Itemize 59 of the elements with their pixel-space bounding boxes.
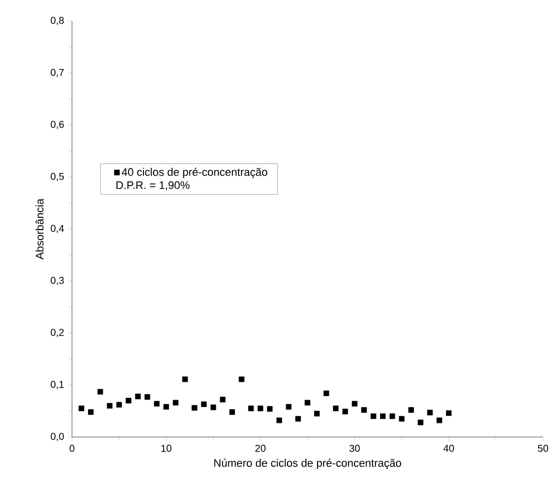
legend-label: 40 ciclos de pré-concentração [122, 168, 268, 178]
point [126, 398, 132, 404]
point [295, 416, 301, 422]
point [408, 407, 414, 413]
point [258, 406, 264, 412]
point [78, 406, 84, 412]
x-tick-label: 0 [70, 444, 74, 452]
x-axis-title: Número de ciclos de pré-concentração [214, 458, 402, 470]
x-tick-label: 30 [349, 444, 360, 452]
x-tick-label: 10 [161, 444, 172, 452]
point [248, 406, 254, 412]
point [418, 420, 424, 426]
x-tick-label: 20 [255, 444, 266, 452]
point [314, 410, 320, 416]
point [172, 400, 178, 406]
point [210, 404, 216, 410]
point [229, 409, 235, 415]
point [286, 404, 292, 410]
point [192, 405, 198, 411]
point [238, 376, 244, 382]
point [97, 388, 104, 395]
point [446, 410, 452, 416]
y-tick-label: 0,2 [50, 328, 64, 338]
point [163, 404, 169, 410]
point [324, 390, 330, 396]
point [398, 416, 404, 422]
x-tick-label: 50 [538, 444, 548, 452]
y-tick-label: 0,6 [50, 120, 64, 130]
point [436, 418, 442, 424]
point [116, 402, 122, 408]
point [267, 406, 273, 412]
y-tick-label: 0,1 [50, 380, 64, 390]
point [342, 408, 348, 414]
point [106, 403, 112, 409]
point [135, 394, 141, 400]
point [144, 394, 150, 400]
annotation: D.P.R. = 1,90% [116, 181, 190, 190]
point [370, 413, 376, 419]
point [182, 376, 188, 382]
y-tick-label: 0,8 [50, 16, 64, 26]
point [380, 413, 386, 419]
point [220, 396, 226, 402]
point [352, 400, 358, 407]
point [88, 409, 94, 415]
point [389, 413, 396, 419]
point [361, 407, 367, 413]
y-tick-label: 0,3 [50, 276, 64, 286]
point [427, 410, 433, 416]
point [332, 406, 339, 412]
y-tick-label: 0,5 [50, 172, 64, 182]
point [276, 418, 282, 424]
x-tick-label: 40 [443, 444, 454, 452]
y-axis-title: Absorbância [35, 198, 44, 260]
point [304, 400, 310, 406]
point [201, 401, 207, 408]
y-tick-label: 0,7 [50, 68, 64, 78]
y-tick-label: 0,0 [50, 432, 64, 442]
point [154, 400, 160, 407]
y-tick-label: 0,4 [50, 224, 64, 234]
